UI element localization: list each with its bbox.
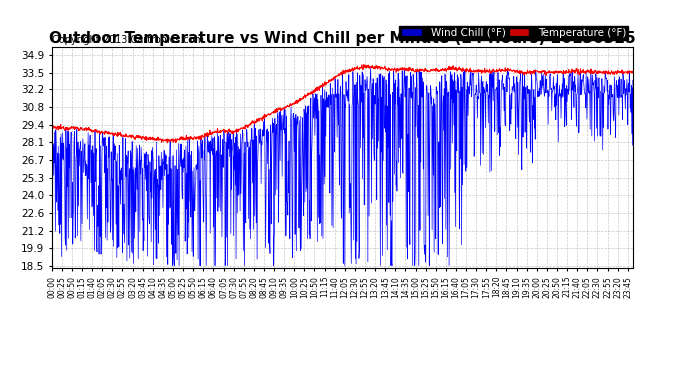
Legend: Wind Chill (°F), Temperature (°F): Wind Chill (°F), Temperature (°F) bbox=[400, 26, 628, 40]
Text: Copyright 2013 Cartronics.com: Copyright 2013 Cartronics.com bbox=[52, 34, 204, 45]
Title: Outdoor Temperature vs Wind Chill per Minute (24 Hours) 20130325: Outdoor Temperature vs Wind Chill per Mi… bbox=[49, 31, 636, 46]
